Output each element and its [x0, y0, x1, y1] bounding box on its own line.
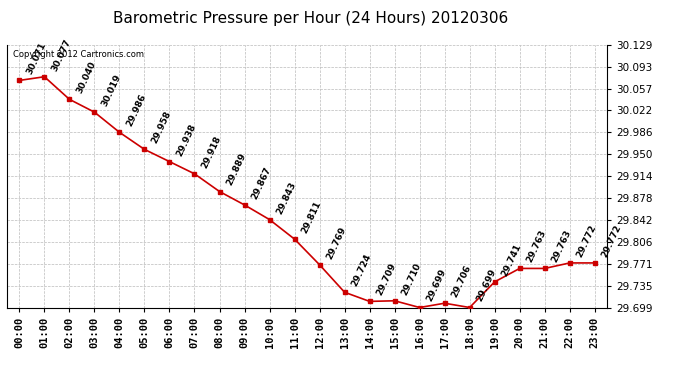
Text: 29.938: 29.938: [175, 122, 198, 158]
Text: Barometric Pressure per Hour (24 Hours) 20120306: Barometric Pressure per Hour (24 Hours) …: [113, 11, 508, 26]
Text: 29.710: 29.710: [400, 261, 423, 297]
Text: 29.699: 29.699: [425, 268, 448, 303]
Text: 29.772: 29.772: [600, 223, 623, 259]
Text: Copyright 2012 Cartronics.com: Copyright 2012 Cartronics.com: [13, 50, 144, 59]
Text: 29.741: 29.741: [500, 242, 523, 278]
Text: 29.763: 29.763: [525, 229, 548, 264]
Text: 30.077: 30.077: [50, 38, 72, 73]
Text: 30.019: 30.019: [100, 73, 123, 108]
Text: 29.958: 29.958: [150, 110, 173, 145]
Text: 29.843: 29.843: [275, 180, 298, 215]
Text: 29.709: 29.709: [375, 262, 398, 297]
Text: 29.811: 29.811: [300, 200, 323, 235]
Text: 30.071: 30.071: [25, 41, 48, 76]
Text: 29.763: 29.763: [550, 229, 573, 264]
Text: 29.867: 29.867: [250, 165, 273, 201]
Text: 29.918: 29.918: [200, 134, 223, 170]
Text: 29.706: 29.706: [450, 264, 473, 299]
Text: 29.769: 29.769: [325, 225, 348, 261]
Text: 29.772: 29.772: [575, 223, 598, 259]
Text: 29.889: 29.889: [225, 152, 248, 188]
Text: 30.040: 30.040: [75, 60, 98, 95]
Text: 29.699: 29.699: [475, 268, 498, 303]
Text: 29.724: 29.724: [350, 252, 373, 288]
Text: 29.986: 29.986: [125, 93, 148, 128]
